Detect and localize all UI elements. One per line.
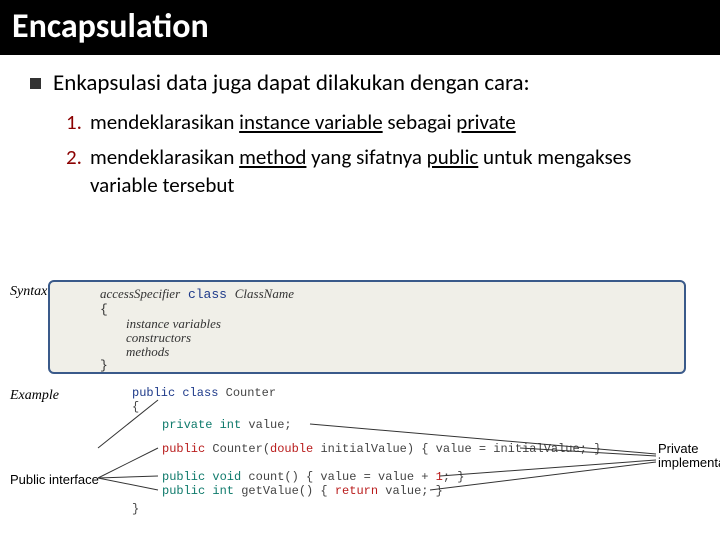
syntax-line: { bbox=[100, 302, 108, 317]
public-interface-label: Public interface bbox=[10, 472, 99, 487]
code-line: public class Counter bbox=[132, 386, 276, 400]
text-run: mendeklarasikan bbox=[90, 144, 239, 170]
private-implementation-label: Private implementation bbox=[658, 442, 720, 471]
list-item: 1. mendeklarasikan instance variable seb… bbox=[66, 109, 700, 136]
slide-body: Enkapsulasi data juga dapat dilakukan de… bbox=[0, 55, 720, 199]
diagram-region: Syntax accessSpecifier class ClassName {… bbox=[10, 280, 710, 530]
syntax-line: methods bbox=[126, 344, 169, 360]
syntax-line: accessSpecifier class ClassName bbox=[100, 286, 294, 302]
code-line: public void count() { value = value + 1;… bbox=[162, 470, 464, 484]
text-run: yang sifatnya bbox=[306, 144, 426, 170]
text-underline: private bbox=[456, 109, 515, 135]
code-line: private int value; bbox=[162, 418, 292, 432]
bullet-item: Enkapsulasi data juga dapat dilakukan de… bbox=[30, 69, 700, 97]
ordered-list: 1. mendeklarasikan instance variable seb… bbox=[66, 109, 700, 199]
code-line: } bbox=[132, 502, 139, 516]
bullet-square-icon bbox=[30, 78, 41, 89]
text-run: sebagai bbox=[383, 109, 457, 135]
list-text: mendeklarasikan method yang sifatnya pub… bbox=[90, 144, 700, 199]
list-text: mendeklarasikan instance variable sebaga… bbox=[90, 109, 516, 136]
code-line: public Counter(double initialValue) { va… bbox=[162, 442, 601, 456]
slide-title: Encapsulation bbox=[0, 0, 720, 55]
example-label: Example bbox=[10, 388, 59, 404]
list-item: 2. mendeklarasikan method yang sifatnya … bbox=[66, 144, 700, 199]
text-run: mendeklarasikan bbox=[90, 109, 239, 135]
text-underline: instance variable bbox=[239, 109, 383, 135]
syntax-box: accessSpecifier class ClassName { instan… bbox=[48, 280, 686, 374]
code-line: { bbox=[132, 400, 139, 414]
code-line: public int getValue() { return value; } bbox=[162, 484, 443, 498]
syntax-label: Syntax bbox=[10, 284, 47, 300]
text-underline: public bbox=[427, 144, 479, 170]
list-number: 1. bbox=[66, 109, 82, 136]
bullet-text: Enkapsulasi data juga dapat dilakukan de… bbox=[53, 69, 530, 97]
text-underline: method bbox=[239, 144, 306, 170]
syntax-line: } bbox=[100, 358, 108, 373]
list-number: 2. bbox=[66, 144, 82, 199]
